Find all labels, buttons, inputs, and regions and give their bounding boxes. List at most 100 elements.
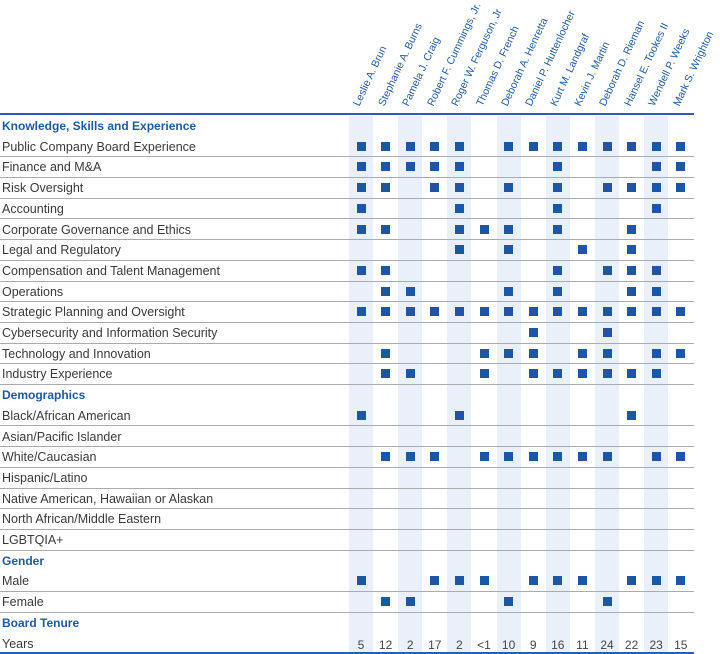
row-label: Compensation and Talent Management bbox=[2, 263, 220, 278]
skill-marker bbox=[627, 369, 637, 379]
row-label: Hispanic/Latino bbox=[2, 470, 88, 485]
skill-marker bbox=[479, 452, 489, 462]
tenure-value: <1 bbox=[477, 637, 491, 652]
skill-marker bbox=[479, 224, 489, 234]
section-heading: Knowledge, Skills and Experience bbox=[0, 116, 694, 137]
row-label: Asian/Pacific Islander bbox=[2, 429, 122, 444]
skill-marker bbox=[504, 307, 514, 317]
skill-marker bbox=[676, 348, 686, 358]
skill-marker bbox=[676, 162, 686, 172]
matrix-row: Public Company Board Experience bbox=[0, 137, 694, 158]
skill-marker bbox=[430, 141, 440, 151]
section-heading: Board Tenure bbox=[0, 613, 694, 634]
skill-marker bbox=[553, 224, 563, 234]
skill-marker bbox=[651, 286, 661, 296]
skill-marker bbox=[405, 307, 415, 317]
skill-marker bbox=[602, 183, 612, 193]
skill-marker bbox=[381, 224, 391, 234]
skill-marker bbox=[651, 348, 661, 358]
tenure-value: 16 bbox=[551, 637, 565, 652]
matrix-row: North African/Middle Eastern bbox=[0, 509, 694, 530]
skill-marker bbox=[356, 203, 366, 213]
row-label: Years bbox=[2, 636, 34, 651]
skill-marker bbox=[602, 597, 612, 607]
row-label: Cybersecurity and Information Security bbox=[2, 326, 218, 340]
skill-marker bbox=[381, 141, 391, 151]
skill-marker bbox=[405, 369, 415, 379]
header-rule bbox=[0, 113, 694, 115]
skill-marker bbox=[577, 307, 587, 317]
row-label: Corporate Governance and Ethics bbox=[2, 222, 191, 237]
matrix-row: Legal and Regulatory bbox=[0, 240, 694, 261]
skill-marker bbox=[528, 328, 538, 337]
matrix-row: White/Caucasian bbox=[0, 447, 694, 468]
skill-marker bbox=[356, 183, 366, 193]
column-band bbox=[496, 116, 521, 652]
skill-marker bbox=[528, 369, 538, 379]
matrix-row: Corporate Governance and Ethics bbox=[0, 220, 694, 241]
skill-marker bbox=[430, 183, 440, 193]
skill-marker bbox=[454, 183, 464, 193]
skill-marker bbox=[405, 162, 415, 172]
skill-marker bbox=[577, 245, 587, 255]
tenure-value: 22 bbox=[624, 637, 639, 652]
row-label: Public Company Board Experience bbox=[2, 139, 196, 154]
skill-marker bbox=[627, 576, 637, 586]
skill-marker bbox=[627, 286, 637, 296]
tenure-value: 2 bbox=[456, 637, 463, 652]
skill-marker bbox=[577, 576, 587, 586]
skill-marker bbox=[454, 224, 464, 234]
tenure-value: 5 bbox=[357, 637, 365, 652]
skill-marker bbox=[651, 203, 661, 213]
skill-marker bbox=[454, 203, 464, 213]
skill-marker bbox=[381, 307, 391, 317]
skill-marker bbox=[676, 141, 686, 151]
matrix-row: Years 5 12 2 17 2 <1 10 9 16 11 24 22 23 15 bbox=[0, 634, 694, 654]
row-label: Demographics bbox=[2, 388, 86, 403]
skill-marker bbox=[602, 369, 612, 379]
skill-marker bbox=[381, 286, 391, 296]
skill-marker bbox=[676, 452, 686, 462]
skill-marker bbox=[381, 597, 391, 607]
tenure-value: 23 bbox=[649, 637, 663, 652]
skill-marker bbox=[627, 224, 637, 234]
skill-marker bbox=[430, 307, 440, 317]
skill-marker bbox=[430, 162, 440, 172]
skill-marker bbox=[504, 348, 514, 358]
skill-marker bbox=[627, 183, 637, 193]
skill-marker bbox=[356, 307, 366, 317]
matrix-row: Cybersecurity and Information Security bbox=[0, 323, 694, 344]
skill-marker bbox=[602, 265, 612, 275]
skill-marker bbox=[676, 576, 686, 586]
column-band bbox=[398, 116, 423, 652]
skill-marker bbox=[651, 265, 661, 275]
matrix-row: Finance and M&A bbox=[0, 157, 694, 179]
matrix-row: Operations bbox=[0, 282, 694, 303]
row-label: Risk Oversight bbox=[2, 181, 84, 196]
skill-marker bbox=[577, 369, 587, 379]
row-label: Gender bbox=[2, 553, 45, 568]
matrix-row: Risk Oversight bbox=[0, 178, 694, 199]
row-label: North African/Middle Eastern bbox=[2, 512, 162, 527]
skill-marker bbox=[356, 576, 366, 586]
skill-marker bbox=[651, 452, 661, 462]
section-heading: Demographics bbox=[0, 385, 694, 406]
skill-marker bbox=[602, 307, 612, 317]
skill-marker bbox=[430, 576, 440, 586]
skill-marker bbox=[381, 162, 391, 172]
skill-marker bbox=[627, 265, 637, 275]
row-label: Black/African American bbox=[2, 408, 131, 423]
skill-marker bbox=[454, 410, 464, 420]
skill-marker bbox=[553, 452, 563, 462]
skill-marker bbox=[381, 183, 391, 193]
skill-marker bbox=[381, 452, 391, 462]
skill-marker bbox=[528, 576, 538, 586]
skill-marker bbox=[479, 369, 489, 379]
skill-marker bbox=[676, 183, 686, 193]
column-band bbox=[595, 116, 619, 652]
skill-marker bbox=[553, 265, 563, 275]
skill-marker bbox=[405, 141, 415, 151]
skill-marker bbox=[676, 307, 686, 317]
skill-marker bbox=[651, 162, 661, 172]
skill-marker bbox=[627, 245, 637, 255]
